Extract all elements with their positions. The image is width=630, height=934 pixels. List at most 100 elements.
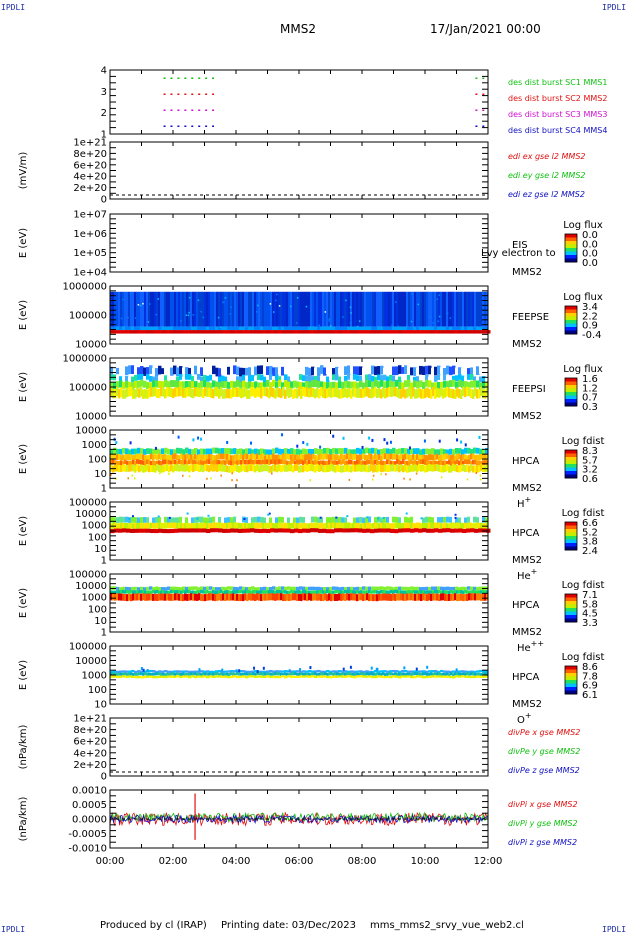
spectrogram-cell: [230, 675, 234, 678]
spectrogram-cell: [221, 448, 225, 454]
spectrogram-cell: [146, 291, 149, 327]
spectrogram-cell: [478, 522, 481, 529]
spectrogram-cell: [440, 586, 444, 591]
spectrogram-cell: [124, 459, 127, 465]
spectrogram-cell: [157, 298, 159, 300]
spectrogram-cell: [158, 670, 162, 673]
spectrogram-cell: [152, 522, 155, 529]
spectrogram-cell: [281, 326, 285, 331]
spectrogram-cell: [284, 672, 287, 676]
spectrogram-cell: [467, 447, 471, 454]
tick-marks: [109, 357, 489, 417]
spectrogram-cell: [330, 388, 333, 398]
spectrogram-cell: [358, 673, 361, 677]
spectrogram-cell: [294, 522, 297, 529]
spectrogram-cell: [256, 522, 259, 529]
spectrogram-cell: [269, 449, 273, 456]
spectrogram-cell: [146, 675, 150, 678]
spectrogram-cell: [191, 675, 195, 678]
spectrogram-cell: [218, 675, 222, 678]
spectrogram-cell: [170, 675, 174, 679]
spectrogram-cell: [384, 590, 387, 594]
spectrogram-cell: [324, 593, 327, 601]
spectrogram-cell: [196, 461, 199, 466]
spectrogram-cell: [296, 381, 300, 389]
spectrogram-cell: [155, 326, 159, 331]
spectrogram-cell: [334, 522, 337, 529]
spectrogram-cell: [222, 453, 225, 460]
tick-marks: [109, 645, 489, 705]
spectrogram-cell: [208, 387, 211, 397]
spectrogram-cell: [284, 675, 288, 679]
spectrogram-cell: [188, 454, 191, 461]
spectrogram-cell: [116, 586, 120, 591]
spectrogram-cell: [446, 453, 449, 460]
spectrogram-cell: [245, 676, 249, 679]
spectrogram-cell: [437, 381, 441, 389]
spectrogram-cell: [234, 528, 239, 533]
spectrogram-cell: [196, 517, 199, 520]
spectrogram-cell: [152, 448, 156, 455]
spectrogram-cell: [368, 388, 371, 398]
spectrogram-cell: [366, 522, 369, 529]
spectrogram-cell: [206, 464, 209, 472]
spectrogram-cell: [296, 459, 299, 465]
spectrogram-cell: [480, 291, 483, 327]
spectrogram-cell: [156, 291, 159, 327]
spectrogram-cell: [276, 522, 279, 529]
spectrogram-cell: [143, 517, 147, 523]
spectrogram-cell: [124, 672, 127, 676]
spectrogram-cell: [178, 330, 183, 334]
spectrogram-cell: [176, 454, 179, 461]
spectrogram-cell: [308, 590, 311, 595]
colorbar-segment: [565, 536, 577, 540]
spectrogram-cell: [137, 447, 141, 454]
spectrogram-cell: [140, 676, 144, 679]
spectrogram-cell: [274, 672, 277, 676]
spectrogram-cell: [468, 291, 471, 327]
spectrogram-cell: [167, 517, 171, 523]
spectrogram-cell: [170, 586, 174, 591]
spectrogram-cell: [198, 672, 201, 676]
spectrogram-cell: [334, 590, 337, 594]
spectrogram-cell: [454, 672, 457, 676]
spectrogram-cell: [170, 464, 173, 472]
spectrogram-cell: [160, 386, 163, 397]
spectrogram-cell: [118, 389, 121, 399]
spectrogram-cell: [194, 447, 198, 454]
spectrogram-cell: [402, 387, 405, 398]
spectrogram-cell: [250, 590, 253, 595]
spectrogram-cell: [464, 586, 468, 591]
spectrogram-cell: [392, 381, 396, 389]
spectrogram-cell: [110, 670, 114, 674]
spectrogram-cell: [120, 455, 123, 462]
y-tick-label: 2e+20: [73, 760, 107, 771]
spectrogram-cell: [466, 522, 469, 529]
spectrogram-cell: [412, 460, 415, 466]
spectrogram-cell: [388, 464, 391, 472]
spectrogram-cell: [420, 517, 423, 520]
spectrogram-cell: [222, 389, 225, 399]
spectrogram-cell: [377, 326, 381, 331]
y-tick-label: 0.0000: [72, 815, 107, 826]
spectrogram-cell: [290, 381, 294, 389]
y-tick-label: 100000: [69, 311, 107, 322]
spectrogram-cell: [410, 673, 413, 676]
spectrogram-cell: [346, 672, 349, 676]
spectrogram-cell: [404, 675, 408, 678]
y-tick-label: 1e+05: [73, 248, 107, 259]
spectrogram-cell: [263, 675, 267, 679]
colorbar-segment: [565, 234, 577, 238]
spectrogram-cell: [318, 291, 321, 327]
legend-entry: des dist burst SC1 MMS1: [508, 78, 607, 87]
spectrogram-cell: [158, 460, 161, 465]
spectrogram-cell: [349, 322, 352, 324]
spectrogram-cell: [124, 464, 127, 472]
spectrogram-cell: [464, 443, 467, 447]
spectrogram-cell: [394, 291, 397, 327]
spectrogram-cell: [456, 594, 459, 602]
spectrogram-cell: [166, 291, 169, 327]
spectrogram-cell: [336, 593, 339, 601]
burst-mark: [191, 109, 194, 111]
spectrogram-cell: [284, 366, 288, 376]
